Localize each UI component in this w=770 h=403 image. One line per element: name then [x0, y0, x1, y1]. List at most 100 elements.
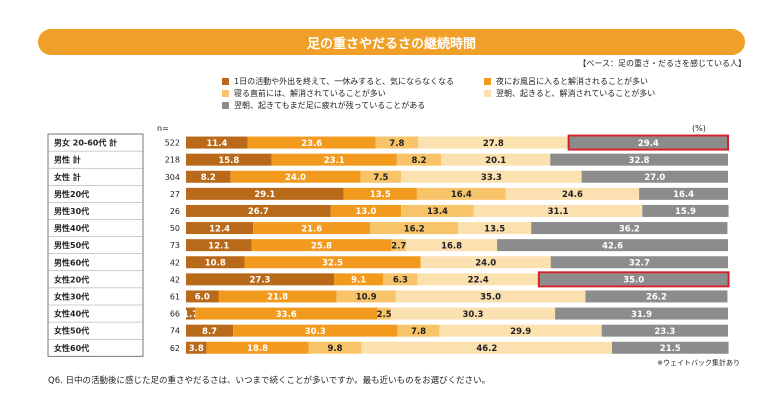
category-label: 女性50代 — [54, 326, 89, 336]
bar-segment — [271, 153, 397, 166]
bar-segment — [601, 324, 728, 337]
data-label: 16.8 — [441, 241, 462, 251]
category-label: 男性60代 — [54, 257, 89, 267]
bar-segment — [370, 222, 459, 235]
n-value: 66 — [170, 310, 180, 319]
data-label: 42.6 — [602, 241, 623, 251]
n-value: 218 — [165, 156, 180, 165]
bar-segment — [244, 256, 421, 269]
data-label: 11.4 — [206, 139, 227, 149]
bar-segment — [247, 136, 376, 149]
bar-segment — [333, 273, 384, 286]
n-value: 61 — [170, 292, 180, 301]
bar-segment — [336, 290, 396, 303]
chart-title-bar: 足の重さやだるさの継続時間 — [38, 29, 745, 55]
bar-segment — [186, 256, 245, 269]
data-label: 24.0 — [475, 258, 496, 268]
data-label: 27.8 — [483, 139, 504, 149]
data-label: 33.3 — [481, 173, 502, 183]
data-label: 32.7 — [629, 258, 650, 268]
highlight-box — [567, 134, 729, 151]
legend-item: 翌朝、起きてもまだ足に疲れが残っていることがある — [222, 100, 425, 111]
bar-segment — [568, 136, 728, 149]
legend-swatch — [484, 90, 491, 97]
data-label: 10.9 — [356, 293, 377, 303]
bar-segment — [253, 222, 371, 235]
chart-title: 足の重さやだるさの継続時間 — [306, 36, 476, 52]
data-label: 23.6 — [301, 139, 322, 149]
bar-segment — [550, 153, 728, 166]
bar-segment — [375, 136, 418, 149]
data-label: 16.2 — [404, 224, 425, 234]
category-label: 男性 計 — [54, 155, 81, 165]
data-label: 18.8 — [247, 344, 268, 354]
data-label: 46.2 — [476, 344, 497, 354]
data-label: 32.5 — [322, 258, 343, 268]
data-label: 23.3 — [654, 327, 675, 337]
bar-segment — [391, 239, 407, 252]
data-label: 7.8 — [411, 327, 426, 337]
bar-segment — [439, 324, 602, 337]
bar-segment — [218, 290, 337, 303]
weight-back-note: ※ウェイトバック集計あり — [657, 359, 740, 367]
legend-swatch — [222, 90, 229, 97]
data-label: 24.6 — [562, 190, 583, 200]
data-label: 31.9 — [631, 310, 652, 320]
bar-segment — [390, 307, 556, 320]
n-value: 26 — [170, 207, 180, 216]
bar-segment — [555, 307, 728, 320]
data-label: 6.3 — [393, 276, 408, 286]
data-label: 21.6 — [301, 224, 322, 234]
data-label: 27.3 — [249, 276, 270, 286]
data-label: 23.1 — [324, 156, 345, 166]
bar-segment — [377, 307, 391, 320]
data-label: 12.4 — [209, 224, 230, 234]
bar-segment — [186, 153, 272, 166]
bar-segment — [251, 239, 392, 252]
data-label: 27.0 — [644, 173, 665, 183]
bar-segment — [186, 204, 331, 217]
data-label: 25.8 — [311, 241, 332, 251]
data-label: 12.1 — [208, 241, 229, 251]
legend-label: 寝る直前には、解消されていることが多い — [234, 89, 386, 98]
data-label: 31.1 — [548, 207, 569, 217]
bar-segment — [383, 273, 418, 286]
data-label: 8.7 — [202, 327, 217, 337]
data-label: 15.9 — [675, 207, 696, 217]
bar-segment — [186, 239, 252, 252]
data-label: 30.3 — [462, 310, 483, 320]
data-label: 24.0 — [285, 173, 306, 183]
bar-segment — [441, 153, 551, 166]
bar-segment — [206, 341, 309, 354]
n-value: 42 — [170, 275, 180, 284]
data-label: 2.7 — [391, 241, 406, 251]
category-label: 男性50代 — [54, 240, 89, 250]
bar-segment — [497, 239, 728, 252]
category-label-box — [47, 133, 144, 357]
bar-segment — [505, 187, 640, 200]
bar-segment — [406, 239, 498, 252]
bar-segment — [417, 136, 569, 149]
data-label: 16.4 — [673, 190, 694, 200]
bar-segment — [186, 136, 248, 149]
legend-swatch — [484, 78, 491, 85]
n-value: 42 — [170, 258, 180, 267]
bar-segment — [458, 222, 532, 235]
n-value: 73 — [170, 241, 180, 250]
bar-segment — [416, 187, 506, 200]
category-label: 男性40代 — [54, 223, 89, 233]
base-note: 【ベース：足の重さ・だるさを感じている人】 — [578, 59, 746, 68]
category-label: 男性30代 — [54, 206, 89, 216]
data-label: 3.8 — [189, 344, 204, 354]
category-label: 女性 計 — [54, 172, 81, 182]
bar-segment — [186, 307, 196, 320]
bar-segment — [330, 204, 402, 217]
data-label: 2.5 — [377, 310, 392, 320]
data-label: 15.8 — [218, 156, 239, 166]
legend-swatch — [222, 78, 229, 85]
data-label: 10.8 — [205, 258, 226, 268]
bar-segment — [308, 341, 362, 354]
category-label: 女性30代 — [54, 291, 89, 301]
data-label: 29.9 — [510, 327, 531, 337]
